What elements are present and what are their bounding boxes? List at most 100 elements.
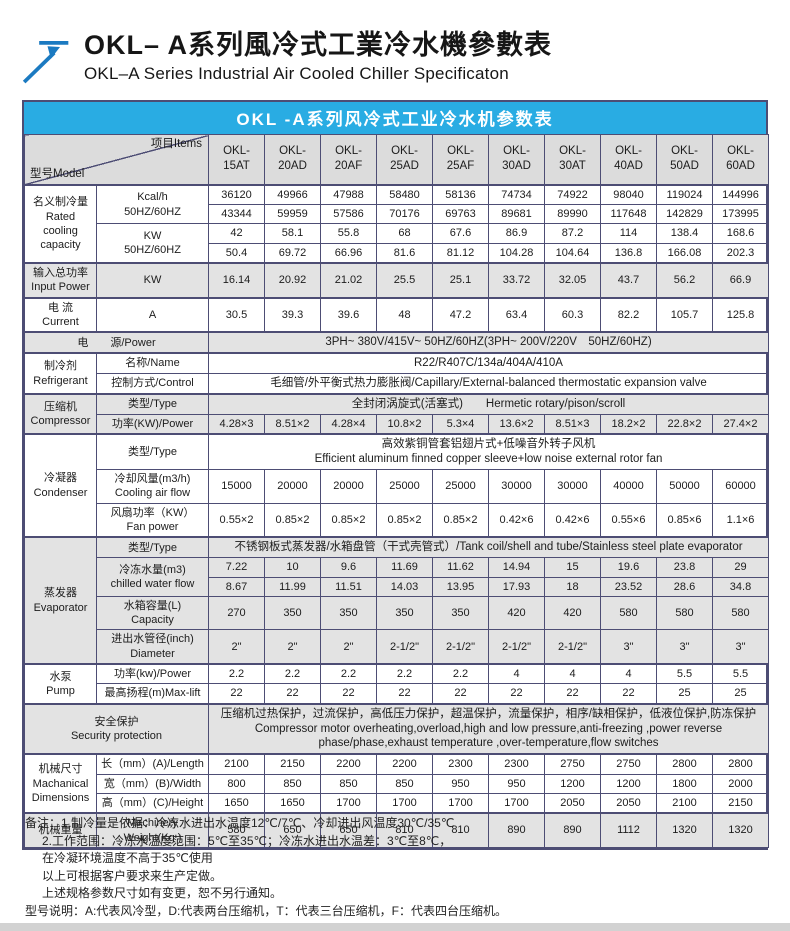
value-cell: 950 xyxy=(488,773,545,795)
value-cell: 74922 xyxy=(544,183,601,206)
value-cell: 89681 xyxy=(488,204,545,225)
value-cell: 11.99 xyxy=(264,576,321,597)
value-cell: 43.7 xyxy=(600,262,657,299)
value-cell: 5.5 xyxy=(712,663,769,685)
item-label-current-a: A xyxy=(96,296,209,333)
table-row: KW 50HZ/60HZ 42 58.1 55.8 68 67.6 86.9 87.2 114 1… xyxy=(25,223,769,264)
evaporator-type-value: 不锈钢板式蒸发器/水箱盘管（干式壳管式）/Tank coil/shell and… xyxy=(208,536,769,559)
value-cell: 81.12 xyxy=(432,242,489,264)
refrigerant-name-value: R22/R407C/134a/404A/410A xyxy=(208,352,769,375)
corner-header-cell: 型号Model 项目Items xyxy=(24,133,209,186)
value-cell: 105.7 xyxy=(656,296,713,333)
security-protection-value: 压缩机过热保护，过流保护，高低压力保护，超温保护，流量保护，相序/缺相保护，低液… xyxy=(208,702,769,755)
value-cell: 202.3 xyxy=(712,242,769,264)
item-label-height: 高（mm）(C)/Height xyxy=(96,793,209,814)
value-cell: 22 xyxy=(544,683,601,705)
item-label-chilled-water-flow: 冷冻水量(m3) chilled water flow xyxy=(96,557,209,597)
table-row: 冷冻水量(m3) chilled water flow 7.22 10 9.6 11.6… xyxy=(25,557,769,597)
value-cell: 22 xyxy=(376,683,433,705)
model-column-header: OKL- 50AD xyxy=(656,133,713,186)
value-cell: 82.2 xyxy=(600,296,657,333)
value-cell: 1320 xyxy=(712,812,769,848)
value-cell: 2" xyxy=(208,629,265,665)
value-cell: 9.6 xyxy=(320,557,377,578)
value-cell: 55.8 xyxy=(320,223,377,244)
row-label-mechanical-dimensions: 机械尺寸 Machanical Dimensions xyxy=(24,753,97,814)
note-line: 在冷凝环境温度不高于35℃使用 xyxy=(42,851,213,865)
value-cell: 2.2 xyxy=(208,663,265,685)
item-label-kw: KW 50HZ/60HZ xyxy=(96,223,209,264)
row-label-input-power: 输入总功率 Input Power xyxy=(24,262,97,299)
spec-table: 型号Model 项目Items OKL- 15AT OKL- 20AD OKL- 2… xyxy=(24,133,769,848)
title-block: OKL– A系列風冷式工業冷水機參數表 OKL–A Series Industr… xyxy=(84,30,552,84)
value-cell: 22 xyxy=(320,683,377,705)
model-column-header: OKL- 60AD xyxy=(712,133,769,186)
value-cell: 104.64 xyxy=(544,242,601,264)
value-cell: 70176 xyxy=(376,204,433,225)
value-cell: 1.1×6 xyxy=(712,502,769,538)
item-label-evaporator-type: 类型/Type xyxy=(96,536,209,559)
value-cell: 104.28 xyxy=(488,242,545,264)
table-row: 水泵 Pump 功率(kw)/Power 2.2 2.2 2.2 2.2 2.2 4 4 4 5.5… xyxy=(24,663,769,705)
item-label-length: 长（mm）(A)/Length xyxy=(96,753,209,775)
value-cell: 30.5 xyxy=(208,296,265,333)
value-cell: 22.8×2 xyxy=(656,413,713,435)
value-cell: 67.6 xyxy=(432,223,489,244)
item-label-max-lift: 最高扬程(m)Max-lift xyxy=(96,683,209,705)
value-cell: 25.1 xyxy=(432,262,489,299)
value-cell: 63.4 xyxy=(488,296,545,333)
value-cell: 2100 xyxy=(208,753,265,775)
value-cell: 7.22 xyxy=(208,557,265,578)
note-line: 2.工作范围：冷冻水温度范围：5℃至35℃；冷冻水进出水温差：3℃至8℃， xyxy=(42,833,452,848)
value-cell: 0.55×6 xyxy=(600,502,657,538)
note-line: 备注：1.制冷量是依据：冷冻水进出水温度12℃/7℃、冷却进出风温度30℃/35… xyxy=(25,816,455,830)
value-cell: 86.9 xyxy=(488,223,545,244)
table-row: 蒸发器 Evaporator 类型/Type 不锈钢板式蒸发器/水箱盘管（干式壳管式… xyxy=(24,536,769,665)
value-cell: 36120 xyxy=(208,183,265,206)
value-cell: 1700 xyxy=(376,793,433,814)
item-label-refrigerant-control: 控制方式/Control xyxy=(96,373,209,395)
value-cell: 11.51 xyxy=(320,576,377,597)
value-cell: 810 xyxy=(432,812,489,848)
model-header-row: 型号Model 项目Items OKL- 15AT OKL- 20AD OKL- 2… xyxy=(24,133,769,186)
value-cell: 39.3 xyxy=(264,296,321,333)
value-cell: 0.42×6 xyxy=(544,502,601,538)
value-cell: 13.6×2 xyxy=(488,413,545,435)
value-cell: 1112 xyxy=(600,812,657,848)
value-cell: 25000 xyxy=(376,469,433,504)
table-row: 机械重量 Machinery Weight(Kg ) 580 650 650 810 810… xyxy=(24,812,769,848)
value-cell: 22 xyxy=(264,683,321,705)
value-cell: 25 xyxy=(656,683,713,705)
spec-table-container: OKL -A系列风冷式工业冷水机参数表 型号Model 项目Items OKL-… xyxy=(22,100,769,850)
value-cell: 60.3 xyxy=(544,296,601,333)
value-cell: 18.2×2 xyxy=(600,413,657,435)
value-cell: 2800 xyxy=(656,753,713,775)
value-cell: 98040 xyxy=(600,183,657,206)
value-cell: 25 xyxy=(712,683,769,705)
value-cell: 4.28×3 xyxy=(208,413,265,435)
value-cell: 32.05 xyxy=(544,262,601,299)
row-label-refrigerant: 制冷剂 Refrigerant xyxy=(24,352,97,395)
value-cell: 11.62 xyxy=(432,557,489,578)
value-cell: 25.5 xyxy=(376,262,433,299)
value-cell: 4 xyxy=(488,663,545,685)
value-cell: 580 xyxy=(712,595,769,631)
value-cell: 2800 xyxy=(712,753,769,775)
value-cell: 2000 xyxy=(712,773,769,795)
value-cell: 580 xyxy=(600,595,657,631)
value-cell: 1650 xyxy=(208,793,265,814)
value-cell: 2750 xyxy=(600,753,657,775)
value-cell: 1700 xyxy=(432,793,489,814)
item-label-kcal-per-h: Kcal/h 50HZ/60HZ xyxy=(96,183,209,225)
value-cell: 16.14 xyxy=(208,262,265,299)
value-cell: 57586 xyxy=(320,204,377,225)
table-row: 进出水管径(inch) Diameter 2" 2" 2" 2-1/2" 2-1/2" 2-… xyxy=(25,629,769,665)
value-cell: 8.51×2 xyxy=(264,413,321,435)
value-cell: 890 xyxy=(544,812,601,848)
row-label-pump: 水泵 Pump xyxy=(24,663,97,705)
value-cell: 43344 xyxy=(208,204,265,225)
value-cell: 2-1/2" xyxy=(544,629,601,665)
value-cell: 8.51×3 xyxy=(544,413,601,435)
page-subtitle: OKL–A Series Industrial Air Cooled Chill… xyxy=(84,64,509,84)
value-cell: 1200 xyxy=(544,773,601,795)
